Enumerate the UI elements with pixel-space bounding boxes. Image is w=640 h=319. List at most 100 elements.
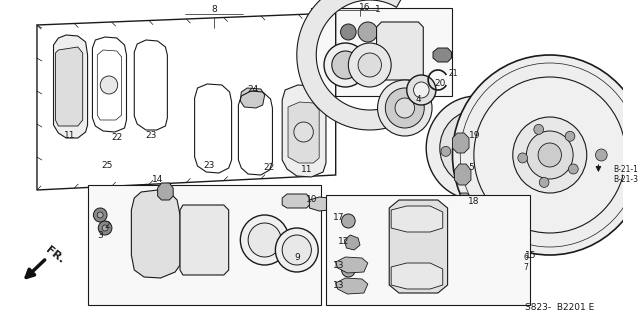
Circle shape — [426, 96, 527, 200]
Circle shape — [465, 174, 475, 184]
Text: 18: 18 — [468, 197, 479, 206]
Polygon shape — [297, 0, 433, 130]
Circle shape — [513, 117, 587, 193]
Text: 25: 25 — [101, 160, 113, 169]
Circle shape — [324, 43, 367, 87]
Polygon shape — [454, 164, 471, 185]
Text: 13: 13 — [333, 280, 344, 290]
Text: 5: 5 — [468, 164, 474, 173]
Polygon shape — [282, 194, 309, 208]
Circle shape — [595, 149, 607, 161]
Text: 14: 14 — [152, 175, 163, 184]
Circle shape — [534, 124, 543, 134]
Text: 11: 11 — [64, 130, 76, 139]
Circle shape — [460, 114, 469, 124]
Circle shape — [495, 122, 505, 132]
Text: 6: 6 — [523, 254, 528, 263]
Circle shape — [99, 221, 112, 235]
Circle shape — [342, 263, 355, 277]
Circle shape — [97, 212, 103, 218]
Bar — [312, 8, 452, 96]
Text: 17: 17 — [333, 213, 344, 222]
Polygon shape — [180, 205, 228, 275]
Text: S823-  B2201 E: S823- B2201 E — [525, 302, 594, 311]
Circle shape — [93, 208, 107, 222]
Circle shape — [407, 75, 436, 105]
Circle shape — [456, 126, 498, 170]
Text: 22: 22 — [111, 133, 122, 143]
Text: B-21-3: B-21-3 — [613, 175, 638, 184]
Text: 1: 1 — [374, 5, 380, 14]
Text: 13: 13 — [333, 261, 344, 270]
Text: FR.: FR. — [44, 245, 66, 265]
Polygon shape — [54, 35, 88, 138]
Circle shape — [282, 235, 312, 265]
Text: 11: 11 — [301, 166, 312, 174]
Polygon shape — [241, 88, 265, 108]
Text: 21: 21 — [449, 70, 458, 78]
Polygon shape — [157, 183, 173, 200]
Circle shape — [565, 131, 575, 141]
Circle shape — [568, 164, 578, 174]
Circle shape — [540, 177, 549, 187]
Circle shape — [385, 88, 424, 128]
Circle shape — [440, 110, 514, 186]
Circle shape — [340, 24, 356, 40]
Circle shape — [452, 55, 640, 255]
Circle shape — [413, 82, 429, 98]
Text: 2: 2 — [104, 220, 110, 229]
Polygon shape — [344, 235, 360, 250]
Text: 3: 3 — [97, 231, 103, 240]
Text: 12: 12 — [338, 238, 349, 247]
Polygon shape — [389, 200, 447, 293]
Circle shape — [294, 122, 314, 142]
Text: B-21-1: B-21-1 — [613, 166, 638, 174]
Polygon shape — [391, 206, 443, 232]
Polygon shape — [282, 85, 326, 177]
Circle shape — [248, 223, 281, 257]
Circle shape — [358, 22, 378, 42]
Polygon shape — [131, 190, 180, 278]
Text: 15: 15 — [525, 250, 536, 259]
Circle shape — [241, 215, 289, 265]
Polygon shape — [452, 133, 469, 153]
Circle shape — [358, 53, 381, 77]
Circle shape — [275, 228, 318, 272]
Polygon shape — [391, 263, 443, 289]
Polygon shape — [56, 47, 83, 126]
Text: 23: 23 — [204, 160, 215, 169]
Text: 20: 20 — [434, 79, 445, 88]
Circle shape — [538, 143, 561, 167]
Circle shape — [527, 131, 573, 179]
Circle shape — [499, 159, 509, 169]
Circle shape — [395, 98, 415, 118]
Circle shape — [348, 43, 391, 87]
Text: 4: 4 — [415, 95, 421, 105]
Polygon shape — [326, 195, 531, 305]
Text: 24: 24 — [248, 85, 259, 94]
Polygon shape — [433, 48, 451, 62]
Text: 19: 19 — [469, 130, 481, 139]
Circle shape — [102, 225, 108, 231]
Polygon shape — [336, 278, 368, 294]
Text: 8: 8 — [211, 5, 217, 14]
Polygon shape — [458, 193, 472, 211]
Polygon shape — [88, 185, 321, 305]
Text: 7: 7 — [523, 263, 528, 272]
Text: 10: 10 — [306, 195, 317, 204]
Text: 23: 23 — [145, 130, 157, 139]
Circle shape — [100, 76, 118, 94]
Circle shape — [474, 77, 626, 233]
Circle shape — [342, 214, 355, 228]
Polygon shape — [309, 197, 333, 211]
Text: 22: 22 — [263, 164, 274, 173]
Circle shape — [378, 80, 432, 136]
Circle shape — [441, 146, 451, 156]
Polygon shape — [376, 22, 423, 80]
Circle shape — [332, 51, 359, 79]
Text: 16: 16 — [359, 3, 371, 11]
Text: 9: 9 — [294, 253, 300, 262]
Circle shape — [518, 153, 527, 163]
Polygon shape — [336, 257, 368, 273]
Circle shape — [467, 138, 486, 158]
